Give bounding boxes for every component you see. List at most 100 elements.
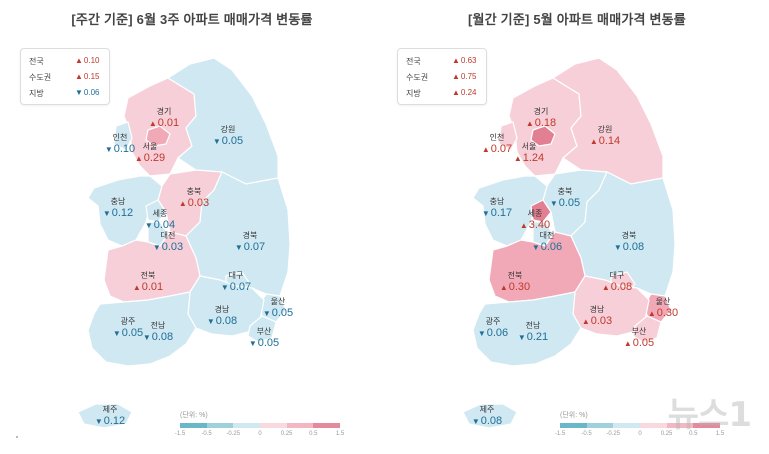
summary-row-national: 전국 ▲0.63 <box>406 56 478 68</box>
legend-color-bar <box>180 423 341 428</box>
triangle-down-icon: ▼ <box>142 333 151 342</box>
summary-row-local: 지방 ▲0.24 <box>406 88 478 100</box>
region-label-busan: 부산 ▲0.05 <box>609 328 669 349</box>
summary-label: 지방 <box>406 89 421 98</box>
summary-row-capital: 수도권 ▲0.75 <box>406 72 478 84</box>
region-label-sejong: 세종 ▼0.04 <box>130 210 190 231</box>
region-label-jeonbuk: 전북 ▲0.30 <box>485 272 545 293</box>
legend-tick: -0.25 <box>606 431 621 437</box>
region-value: ▼0.05 <box>535 198 595 209</box>
region-value-number: 0.05 <box>121 327 144 339</box>
triangle-down-icon: ▼ <box>234 243 243 252</box>
legend-tick: 0.5 <box>309 431 318 437</box>
region-value: ▲3.40 <box>505 220 565 231</box>
region-value-number: 1.24 <box>522 152 545 164</box>
triangle-down-icon: ▼ <box>206 317 215 326</box>
region-value-number: 0.03 <box>590 315 613 327</box>
legend-tick: -0.5 <box>201 431 212 437</box>
region-name: 전북 <box>140 271 156 280</box>
region-label-jeju: 제주 ▼0.08 <box>457 406 517 427</box>
triangle-down-icon: ▼ <box>220 283 229 292</box>
region-sejong <box>145 199 167 223</box>
region-value: ▲0.29 <box>120 153 180 164</box>
region-name: 경남 <box>589 305 605 314</box>
triangle-down-icon: ▼ <box>212 137 221 146</box>
region-name: 세종 <box>152 209 168 218</box>
region-value-number: 0.05 <box>257 337 280 349</box>
region-value: ▼0.05 <box>198 136 258 147</box>
legend-tick: 0.25 <box>660 431 673 437</box>
triangle-down-icon: ▼ <box>481 209 490 218</box>
region-value-number: 0.18 <box>534 117 557 129</box>
region-value-number: 0.10 <box>113 143 136 155</box>
region-value-number: 0.08 <box>610 281 633 293</box>
region-value-number: 0.07 <box>243 241 266 253</box>
region-label-daegu: 대구 ▼0.07 <box>206 272 266 293</box>
region-label-busan: 부산 ▼0.05 <box>234 328 294 349</box>
region-value-number: 0.01 <box>141 281 164 293</box>
legend-tick: -0.5 <box>581 431 592 437</box>
region-name: 세종 <box>527 209 543 218</box>
region-incheon <box>113 121 133 151</box>
region-value-number: 0.30 <box>656 307 679 319</box>
region-value-number: 0.17 <box>490 207 513 219</box>
region-label-ulsan: 울산 ▼0.05 <box>248 298 308 319</box>
triangle-up-icon: ▲ <box>134 154 143 163</box>
region-label-jeonbuk: 전북 ▲0.01 <box>118 272 178 293</box>
triangle-down-icon: ▼ <box>517 333 526 342</box>
region-name: 강원 <box>597 125 613 134</box>
summary-label: 지방 <box>29 89 44 98</box>
region-label-chungnam: 충남 ▼0.12 <box>88 198 148 219</box>
region-value: ▼0.17 <box>467 208 527 219</box>
legend-unit: (단위: %) <box>180 412 208 419</box>
region-name: 부산 <box>256 327 272 336</box>
region-name: 충북 <box>557 187 573 196</box>
triangle-up-icon: ▲ <box>499 283 508 292</box>
region-value-number: 0.07 <box>490 143 513 155</box>
region-name: 전남 <box>150 321 166 330</box>
summary-value: ▲0.10 <box>75 56 100 65</box>
region-label-gyeongnam: 경남 ▼0.08 <box>192 306 252 327</box>
region-jeonbuk <box>488 231 586 303</box>
region-value: ▼0.05 <box>234 338 294 349</box>
region-name: 전남 <box>525 321 541 330</box>
triangle-up-icon: ▲ <box>581 317 590 326</box>
monthly-map-title: [월간 기준] 5월 아파트 매매가격 변동률 <box>468 12 686 27</box>
region-value-number: 0.03 <box>161 241 184 253</box>
region-jeonnam <box>87 291 197 367</box>
region-value-number: 0.21 <box>526 331 549 343</box>
region-value-number: 0.12 <box>103 415 126 427</box>
region-jeonbuk <box>103 231 201 303</box>
region-chungnam <box>472 175 548 247</box>
region-name: 경기 <box>156 107 172 116</box>
legend-tick: 0 <box>258 431 262 437</box>
region-busan <box>247 315 277 343</box>
region-name: 광주 <box>485 317 501 326</box>
legend-tick: -1.5 <box>174 431 186 437</box>
region-label-gwangju: 광주 ▼0.05 <box>98 318 158 339</box>
triangle-down-icon: ▼ <box>549 199 558 208</box>
region-label-daejeon: 대전 ▼0.03 <box>138 232 198 253</box>
region-name: 제주 <box>479 405 495 414</box>
region-sejong <box>530 199 552 223</box>
triangle-up-icon: ▲ <box>481 145 490 154</box>
triangle-up-icon: ▲ <box>589 137 598 146</box>
triangle-down-icon: ▼ <box>94 417 103 426</box>
region-name: 서울 <box>521 142 537 151</box>
region-value: ▲1.24 <box>499 153 559 164</box>
legend-tick: 0.5 <box>689 431 698 437</box>
region-value: ▼0.21 <box>503 332 563 343</box>
region-label-gyeongbuk: 경북 ▼0.08 <box>599 232 659 253</box>
region-label-seoul: 서울 ▲0.29 <box>120 143 180 164</box>
region-jeju <box>462 403 518 429</box>
region-label-sejong: 세종 ▲3.40 <box>505 210 565 231</box>
region-name: 울산 <box>655 297 671 306</box>
region-label-gangwon: 강원 ▼0.05 <box>198 126 258 147</box>
triangle-down-icon: ▼ <box>471 417 480 426</box>
triangle-down-icon: ▼ <box>104 145 113 154</box>
region-label-gyeonggi: 경기 ▲0.18 <box>511 108 571 129</box>
region-label-gangwon: 강원 ▲0.14 <box>575 126 635 147</box>
region-value-number: 0.07 <box>229 281 252 293</box>
legend-tick: 1.5 <box>715 431 725 437</box>
weekly-panel: [주간 기준] 6월 3주 아파트 매매가격 변동률 전국 ▲0.10 수도권 … <box>0 0 384 454</box>
